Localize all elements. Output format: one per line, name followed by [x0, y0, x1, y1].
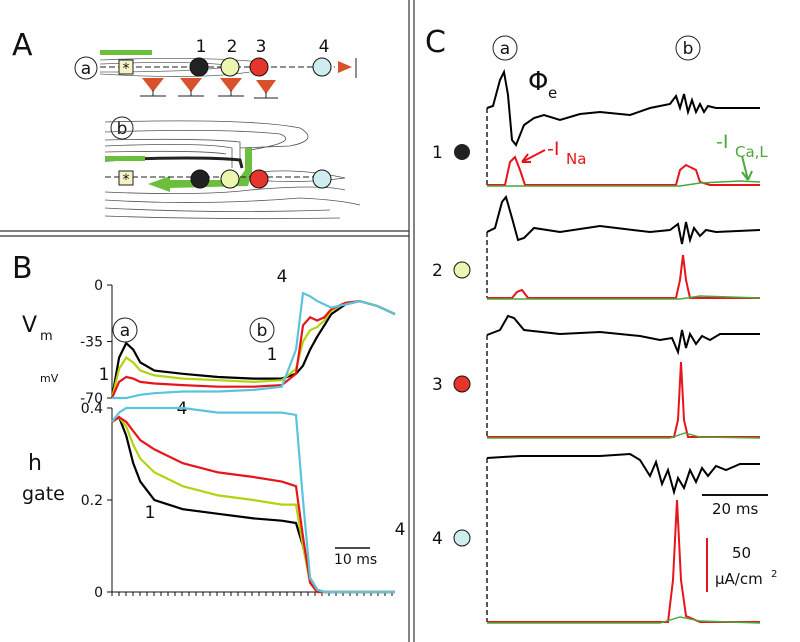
y-tick-label: -70: [80, 391, 103, 407]
col-circle: [675, 35, 701, 61]
y-tick-label: -35: [80, 335, 103, 351]
y-tick-label: 0: [94, 278, 103, 294]
current-unit-sup: 2: [771, 569, 777, 580]
site-1: [454, 144, 470, 160]
stim-bar: [100, 50, 152, 55]
stim-label: *: [123, 172, 130, 188]
row-label: 1: [432, 143, 443, 163]
annotation-circle: [249, 317, 275, 343]
panel-c: C a b Φ e 1 2 3 4: [425, 25, 777, 624]
site-label: 1: [196, 37, 207, 57]
panel-label: B: [12, 251, 33, 286]
phi-traces: [486, 68, 761, 496]
site-4: [312, 57, 332, 77]
row-label: 2: [432, 261, 443, 281]
site-label: 2: [227, 37, 238, 57]
ica-traces: [487, 180, 761, 624]
panel-b: B V m mV h gate 10 ms: [12, 251, 377, 568]
stim-box: [118, 170, 134, 186]
site-label: 3: [256, 37, 267, 57]
annotation: a: [120, 321, 130, 341]
fibers: [104, 120, 361, 220]
stim-label: *: [123, 61, 130, 77]
panel-label: A: [12, 28, 33, 63]
site-3: [249, 169, 269, 189]
row-label: 3: [432, 375, 443, 395]
panel-a: A a * 1 2 3 4 b: [12, 28, 361, 220]
col-label: a: [500, 39, 510, 59]
annotation: 1: [145, 503, 156, 523]
site-1: [190, 169, 210, 189]
site-3: [453, 375, 471, 393]
electrode-bars: [140, 90, 278, 99]
site-2: [220, 57, 240, 77]
time-scale-label: 20 ms: [712, 500, 758, 518]
ina-traces: [487, 155, 760, 623]
series-line: [110, 299, 396, 399]
col-label: b: [683, 39, 694, 59]
row-circle: [74, 56, 98, 80]
site-2: [220, 169, 240, 189]
ica-sub: Ca,L: [735, 143, 768, 161]
site-1: [189, 57, 209, 77]
y-label-2: gate: [22, 483, 65, 505]
y-label: V: [22, 313, 37, 338]
scale-label: 10 ms: [334, 552, 377, 568]
phi-sub: e: [548, 84, 557, 102]
row-labels: 1 2 3 4: [432, 143, 471, 549]
stim-bar: [105, 156, 145, 161]
annotation: b: [257, 321, 268, 341]
y-tick-label: 0: [94, 585, 103, 601]
site-2: [453, 261, 471, 279]
site-label: 4: [319, 37, 330, 57]
panel-label: C: [425, 25, 446, 60]
annotation: 1: [99, 365, 110, 385]
annotation: 4: [277, 267, 288, 287]
current-unit: μA/cm: [715, 570, 763, 588]
ica-label: -I: [716, 131, 728, 153]
row-circle: [110, 116, 134, 140]
site-4: [453, 529, 471, 547]
col-circle: [492, 35, 518, 61]
traces: [486, 68, 761, 624]
annotation: 1: [267, 345, 278, 365]
site-4: [312, 169, 332, 189]
separators: [0, 0, 415, 642]
site-3: [249, 57, 269, 77]
annotation: 4: [395, 520, 406, 540]
ina-arrow: [521, 149, 546, 163]
y-tick-label: 0.2: [81, 493, 103, 509]
ina-sub: Na: [566, 150, 586, 168]
y-unit: mV: [40, 372, 59, 385]
current-scale-label: 50: [732, 544, 751, 562]
row-label: 4: [432, 529, 443, 549]
stim-box: [118, 59, 134, 75]
ica-arrow: [741, 155, 753, 181]
series-line: [112, 291, 396, 400]
row-label: b: [117, 119, 128, 139]
annotation-circle: [112, 317, 138, 343]
y-label: h: [28, 451, 42, 476]
series-line: [111, 406, 395, 594]
y-label-sub: m: [40, 329, 53, 344]
ina-label: -I: [547, 138, 559, 160]
phi-label: Φ: [528, 67, 548, 97]
row-label: a: [81, 59, 91, 79]
end-arrow: [338, 61, 352, 73]
y-tick-label: 0.4: [81, 401, 103, 417]
electrodes: [142, 78, 276, 94]
